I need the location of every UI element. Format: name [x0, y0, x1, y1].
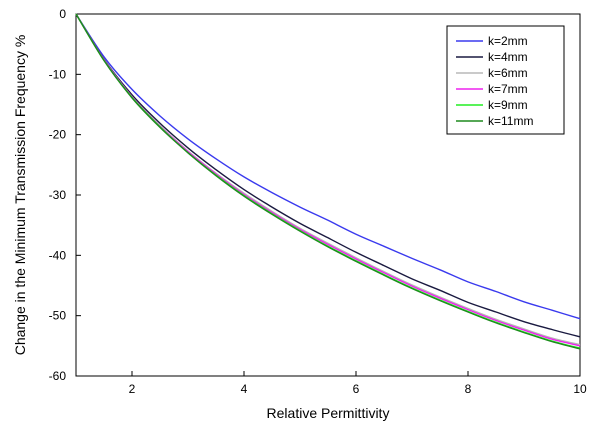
y-tick-label: -10 — [49, 67, 67, 81]
legend-label: k=4mm — [488, 50, 528, 64]
y-tick-label: -60 — [49, 369, 67, 383]
series-lines — [75, 13, 581, 350]
x-tick-label: 6 — [353, 382, 360, 396]
y-tick-label: -20 — [49, 128, 67, 142]
legend-label: k=6mm — [488, 66, 528, 80]
y-axis-title: Change in the Minimum Transmission Frequ… — [12, 35, 28, 356]
series-line-k-2mm — [75, 13, 581, 320]
legend-label: k=2mm — [488, 34, 528, 48]
x-tick-label: 2 — [129, 382, 136, 396]
x-axis-title: Relative Permittivity — [267, 405, 390, 421]
legend-label: k=7mm — [488, 82, 528, 96]
legend: k=2mm k=4mm k=6mm k=7mm k=9mm k=11mm — [446, 25, 565, 135]
y-tick-label: -50 — [49, 309, 67, 323]
y-tick-label: 0 — [59, 7, 66, 21]
x-tick-label: 8 — [465, 382, 472, 396]
legend-label: k=11mm — [488, 114, 533, 128]
x-tick-label: 10 — [573, 382, 587, 396]
series-line-k-11mm — [75, 13, 581, 350]
y-tick-label: -30 — [49, 188, 67, 202]
x-axis: 2 4 6 8 10 — [129, 371, 587, 396]
legend-label: k=9mm — [488, 98, 528, 112]
y-tick-label: -40 — [49, 248, 67, 262]
series-line-k-4mm — [75, 13, 581, 338]
legend-box — [446, 25, 565, 135]
x-tick-label: 4 — [241, 382, 248, 396]
